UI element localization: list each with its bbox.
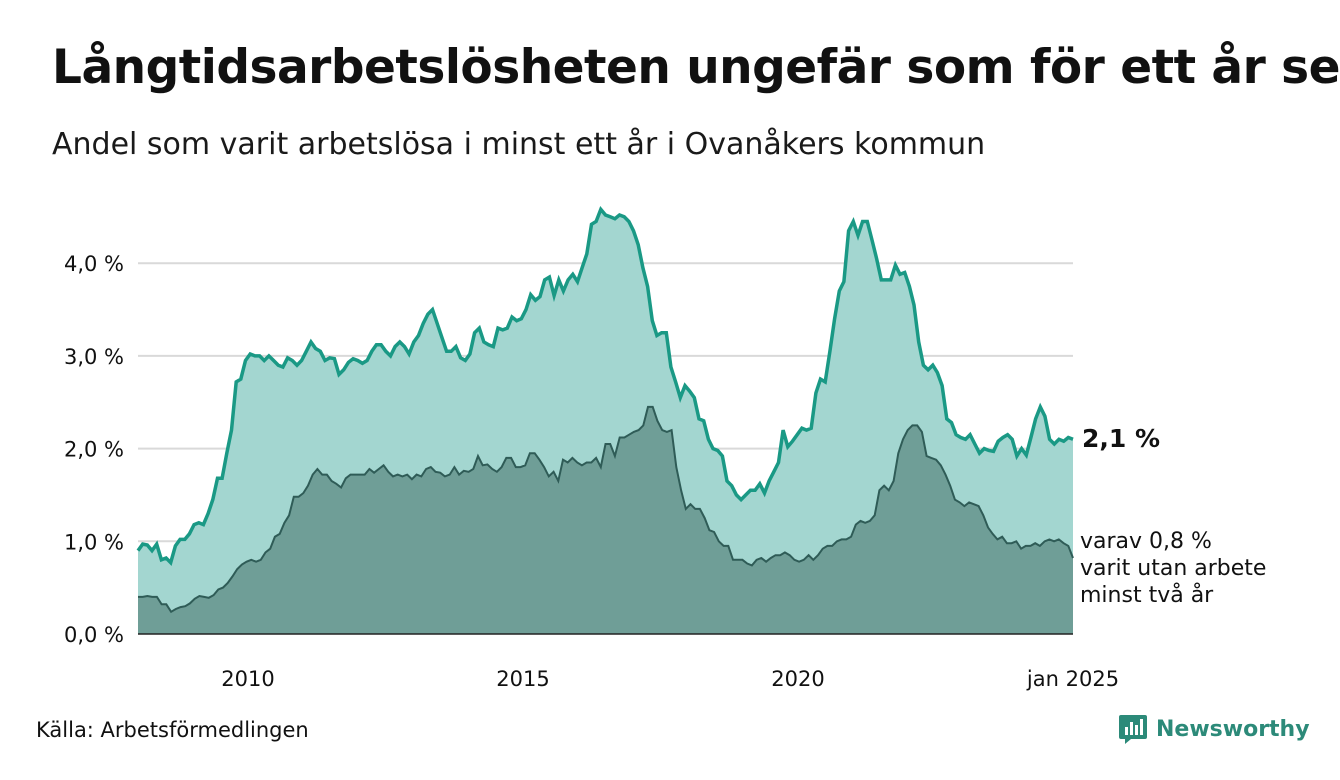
chart-subtitle: Andel som varit arbetslösa i minst ett å… [52,127,986,162]
x-tick-label: 2010 [221,667,274,691]
x-tick-label: 2015 [496,667,549,691]
y-tick-label: 2,0 % [64,438,124,462]
inner-label-line-2: varit utan arbete [1080,556,1266,581]
inner-label-line-3: minst två år [1080,582,1214,608]
y-tick-label: 0,0 % [64,623,124,647]
series-2-line [138,405,1074,614]
newsworthy-logo-icon [1119,715,1147,744]
y-tick-label: 1,0 % [64,530,124,554]
x-tick-label: 2020 [771,667,824,691]
brand-name: Newsworthy [1156,716,1310,742]
source-note: Källa: Arbetsförmedlingen [36,718,309,742]
y-tick-label: 4,0 % [64,252,124,276]
y-tick-label: 3,0 % [64,345,124,369]
inner-label-line-1: varav 0,8 % [1080,529,1212,554]
end-value-label: 2,1 % [1082,424,1160,453]
series-1-line [136,206,1074,566]
x-tick-label: jan 2025 [1026,667,1119,691]
chart-title: Långtidsarbetslösheten ungefär som för e… [52,40,1340,95]
brand-logo: Newsworthy [1118,713,1310,745]
series-2-area [138,406,1073,634]
